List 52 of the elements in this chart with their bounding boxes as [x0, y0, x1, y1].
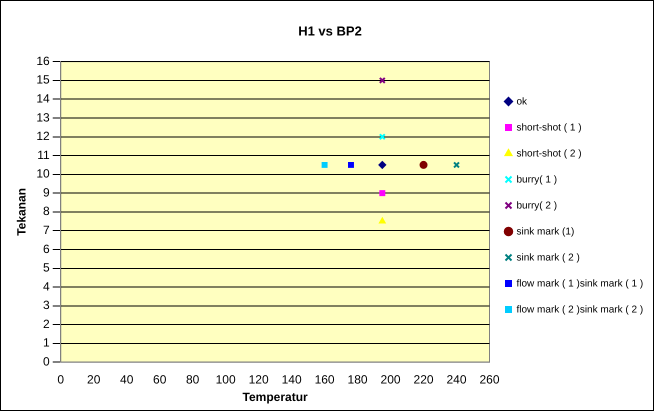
y-tick-label: 13 — [36, 110, 50, 124]
x-tick-label: 240 — [446, 372, 467, 387]
y-tick-label: 12 — [36, 129, 50, 144]
y-tick-label: 7 — [43, 223, 50, 237]
legend-label: sink mark (1) — [516, 226, 574, 238]
point — [379, 190, 386, 196]
x-tick-label: 40 — [120, 372, 134, 387]
y-tick-label: 15 — [36, 72, 50, 87]
y-tick-label: 2 — [43, 316, 50, 331]
x-tick-label: 220 — [414, 372, 434, 387]
x-tick-label: 80 — [186, 372, 200, 387]
point — [420, 160, 428, 169]
legend-label: flow mark ( 1 )sink mark ( 1 ) — [516, 278, 644, 290]
legend-label: flow mark ( 2 )sink mark ( 2 ) — [516, 304, 644, 316]
legend-label: burry( 1 ) — [516, 174, 558, 186]
chart-title: H1 vs BP2 — [298, 23, 362, 38]
x-tick-label: 20 — [87, 372, 101, 387]
point — [378, 217, 386, 224]
legend-label: burry( 2 ) — [516, 200, 558, 212]
x-tick-label: 0 — [57, 372, 64, 387]
x-axis-title: Temperatur — [242, 390, 308, 404]
y-tick-label: 16 — [36, 54, 50, 68]
y-tick-label: 4 — [43, 279, 50, 294]
legend-label: ok — [516, 96, 528, 108]
y-tick-label: 10 — [36, 166, 50, 181]
y-tick-label: 14 — [36, 91, 50, 106]
x-tick-label: 180 — [348, 372, 368, 387]
point — [348, 162, 354, 168]
x-tick-label: 160 — [314, 372, 335, 387]
x-tick-label: 100 — [216, 372, 236, 387]
point — [378, 160, 386, 169]
x-tick-label: 140 — [282, 372, 302, 387]
y-axis-title: Tekanan — [14, 188, 29, 236]
point — [378, 133, 386, 140]
x-tick-label: 200 — [380, 372, 401, 387]
y-tick-label: 5 — [43, 260, 50, 275]
y-tick-label: 3 — [43, 298, 50, 312]
x-tick-label: 120 — [248, 372, 269, 387]
y-tick-label: 1 — [43, 336, 50, 350]
y-tick-label: 9 — [43, 185, 50, 200]
x-tick-label: 260 — [479, 372, 500, 387]
point — [322, 162, 328, 168]
y-tick-label: 11 — [37, 148, 50, 162]
x-tick-label: 60 — [153, 372, 167, 387]
y-tick-label: 0 — [43, 354, 50, 369]
legend-label: short-shot ( 1 ) — [516, 122, 582, 134]
y-tick-label: 8 — [43, 204, 50, 218]
point — [378, 76, 386, 84]
legend-label: short-shot ( 2 ) — [516, 148, 582, 160]
point — [453, 161, 460, 168]
y-tick-label: 6 — [43, 242, 50, 256]
legend-label: sink mark ( 2 ) — [516, 252, 580, 264]
